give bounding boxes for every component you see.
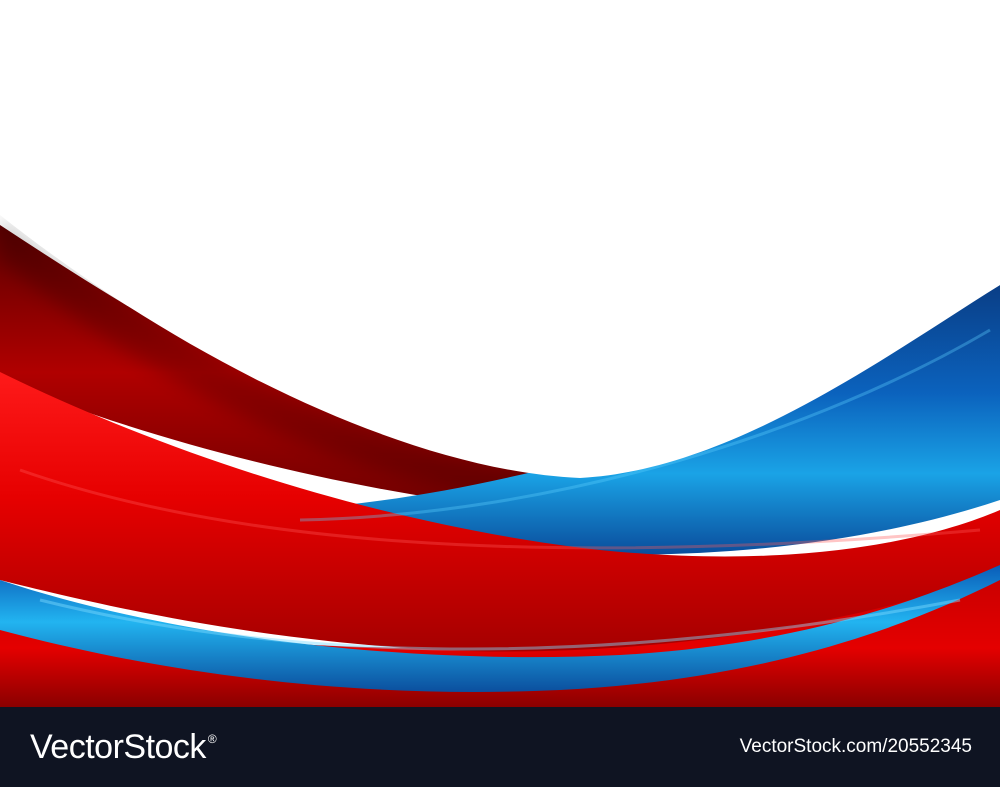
red-main-wave — [0, 372, 1000, 652]
logo-text: VectorStock — [30, 727, 206, 766]
registered-mark: ® — [207, 731, 217, 746]
footer-bar: VectorStock ® VectorStock.com/20552345 — [0, 707, 1000, 787]
abstract-wave-artwork — [0, 0, 1000, 707]
white-curve-area — [0, 0, 1000, 478]
vectorstock-logo[interactable]: VectorStock ® — [30, 727, 217, 767]
blue-band-wave — [0, 565, 1000, 692]
blue-top-wave — [240, 285, 1000, 555]
stock-id-link[interactable]: VectorStock.com/20552345 — [739, 736, 972, 757]
